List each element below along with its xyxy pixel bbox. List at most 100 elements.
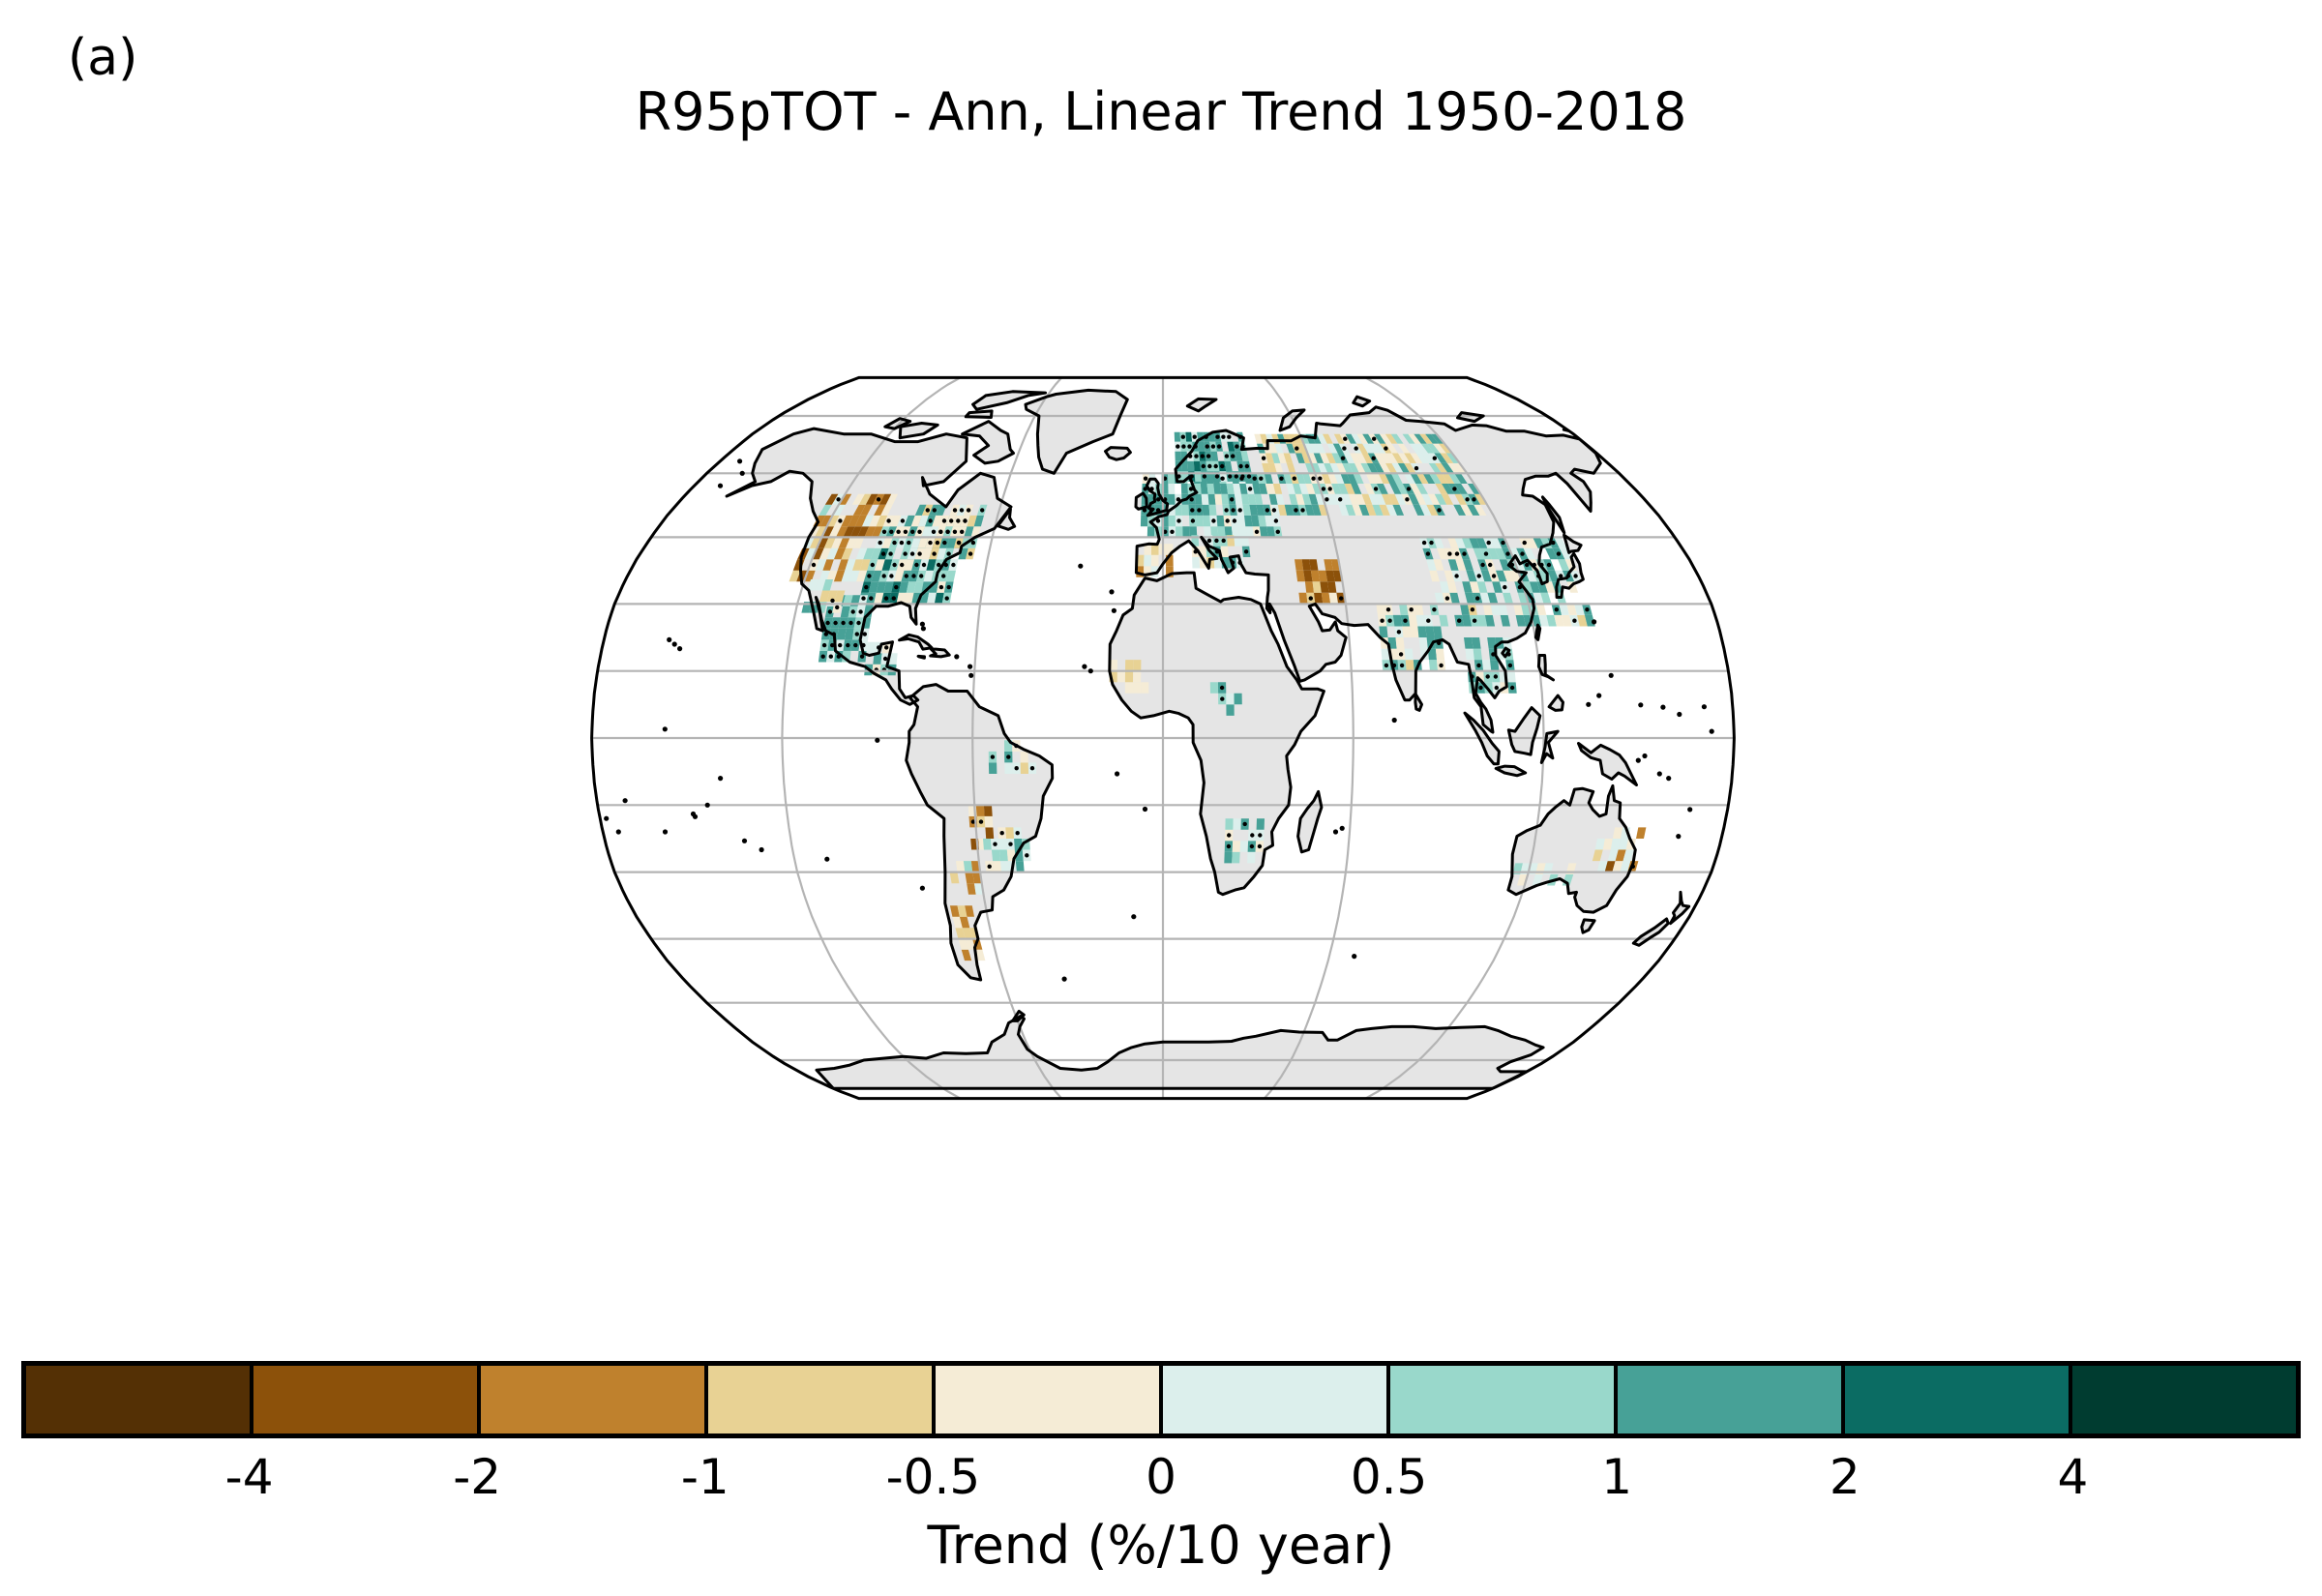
island-mark bbox=[1332, 829, 1339, 835]
trend-cell bbox=[1271, 453, 1281, 463]
trend-cell bbox=[1189, 526, 1198, 538]
trend-cell bbox=[1562, 614, 1572, 627]
trend-cell bbox=[859, 559, 871, 571]
coastline-greenland bbox=[1024, 388, 1129, 475]
trend-cell bbox=[1174, 431, 1181, 442]
trend-cell bbox=[1136, 554, 1145, 567]
significance-dot bbox=[827, 609, 833, 614]
trend-cell bbox=[1193, 460, 1202, 472]
trend-cell bbox=[1194, 493, 1203, 505]
trend-cell bbox=[1618, 839, 1628, 850]
trend-cell bbox=[983, 805, 993, 816]
trend-cell bbox=[1264, 473, 1273, 484]
significance-dot bbox=[876, 497, 881, 502]
significance-dot bbox=[990, 754, 996, 759]
trend-cell bbox=[1391, 462, 1404, 474]
significance-dot bbox=[938, 529, 943, 534]
significance-dot bbox=[1188, 487, 1194, 491]
trend-cell bbox=[876, 581, 886, 593]
significance-dot bbox=[1452, 487, 1457, 491]
colorbar-bin bbox=[253, 1366, 481, 1433]
coastline-australia bbox=[1506, 783, 1637, 914]
trend-cell bbox=[1453, 462, 1468, 474]
trend-cell bbox=[1374, 443, 1386, 454]
trend-cell bbox=[1000, 861, 1009, 872]
island-mark bbox=[954, 654, 960, 660]
trend-cell bbox=[1182, 526, 1190, 538]
significance-dot bbox=[883, 596, 889, 601]
trend-cell bbox=[1256, 818, 1265, 830]
trend-cell bbox=[1116, 670, 1125, 683]
trend-cell bbox=[1361, 493, 1373, 505]
trend-cell bbox=[1283, 473, 1293, 484]
trend-cell bbox=[967, 515, 977, 527]
trend-cell bbox=[1487, 547, 1500, 560]
island-mark bbox=[741, 838, 748, 843]
significance-dot bbox=[1325, 497, 1329, 502]
island-mark bbox=[1592, 619, 1597, 625]
island-mark bbox=[1109, 589, 1115, 595]
trend-cell bbox=[1547, 570, 1560, 582]
trend-cell bbox=[789, 570, 801, 582]
significance-dot bbox=[1250, 833, 1255, 838]
trend-cell bbox=[1124, 670, 1134, 683]
trend-cell bbox=[885, 493, 899, 505]
trend-cell bbox=[1266, 484, 1276, 494]
land-greenland bbox=[1026, 390, 1128, 474]
trend-cell bbox=[1150, 554, 1159, 567]
significance-dot bbox=[854, 632, 859, 636]
trend-cell bbox=[1303, 443, 1314, 454]
trend-cell bbox=[1374, 453, 1385, 463]
trend-cell bbox=[1487, 637, 1497, 649]
trend-cell bbox=[1005, 827, 1015, 839]
trend-cell bbox=[1426, 443, 1441, 454]
significance-dot bbox=[1343, 436, 1348, 441]
island-mark bbox=[662, 726, 668, 732]
trend-cell bbox=[1202, 504, 1210, 516]
trend-cell bbox=[1340, 473, 1352, 484]
significance-dot bbox=[1432, 607, 1437, 612]
trend-cell bbox=[1298, 484, 1309, 494]
trend-cell bbox=[1247, 851, 1256, 864]
colorbar-bin bbox=[481, 1366, 708, 1433]
trend-cell bbox=[1268, 443, 1278, 454]
significance-dot bbox=[835, 605, 840, 610]
colorbar-bin bbox=[26, 1366, 253, 1433]
significance-dot bbox=[1216, 444, 1222, 449]
trend-cell bbox=[1109, 660, 1118, 671]
island-mark bbox=[622, 798, 628, 804]
trend-cell bbox=[1577, 614, 1588, 627]
trend-cell bbox=[1354, 493, 1366, 505]
trend-cell bbox=[1476, 614, 1488, 627]
trend-cell bbox=[1464, 637, 1474, 649]
significance-dot bbox=[1485, 674, 1490, 679]
trend-cell bbox=[1297, 443, 1308, 454]
trend-cell bbox=[1304, 504, 1315, 516]
trend-cell bbox=[1417, 626, 1427, 637]
significance-dot bbox=[959, 508, 965, 513]
trend-cell bbox=[1461, 537, 1474, 548]
trend-cell bbox=[1318, 570, 1328, 582]
trend-cell bbox=[1465, 592, 1475, 605]
trend-cell bbox=[1384, 473, 1397, 484]
significance-dot bbox=[1025, 853, 1029, 858]
significance-dot bbox=[1210, 444, 1216, 449]
trend-cell bbox=[1331, 484, 1342, 494]
significance-dot bbox=[828, 654, 833, 659]
coastline-ireland bbox=[1134, 491, 1148, 511]
significance-dot bbox=[1384, 663, 1389, 668]
trend-cell bbox=[1392, 504, 1405, 516]
trend-cell bbox=[1466, 570, 1477, 582]
significance-dot bbox=[938, 584, 944, 590]
significance-dot bbox=[1220, 696, 1225, 701]
significance-dot bbox=[919, 574, 924, 578]
island-mark bbox=[1586, 701, 1592, 707]
trend-cell bbox=[1235, 451, 1243, 461]
significance-dot bbox=[1509, 685, 1515, 691]
significance-dot bbox=[949, 518, 954, 523]
colorbar-tick-label: -1 bbox=[680, 1449, 729, 1505]
significance-dot bbox=[838, 642, 843, 648]
island-mark bbox=[1131, 914, 1137, 920]
significance-dot bbox=[1475, 596, 1480, 601]
trend-cell bbox=[1397, 443, 1411, 454]
